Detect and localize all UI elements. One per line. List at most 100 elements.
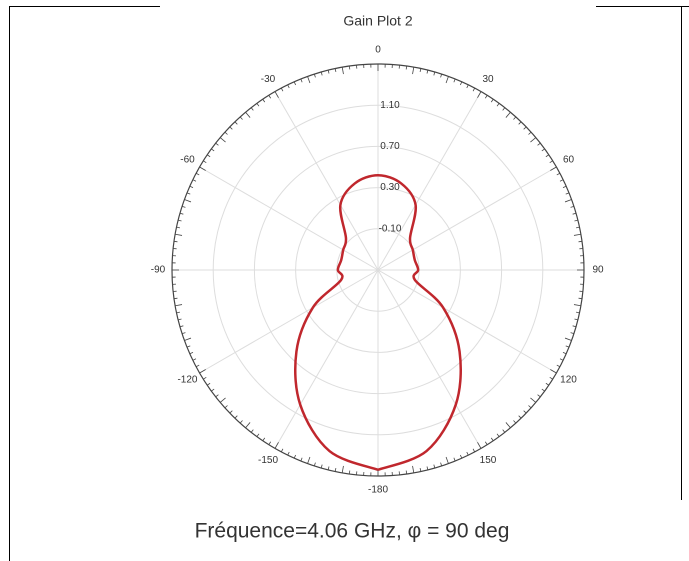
minor-tick: [433, 71, 436, 76]
minor-tick: [178, 318, 182, 321]
minor-tick: [300, 78, 303, 83]
minor-tick: [575, 226, 580, 229]
minor-tick: [229, 410, 233, 414]
minor-tick: [313, 462, 316, 467]
minor-tick: [274, 442, 279, 449]
minor-tick: [550, 166, 557, 171]
minor-tick: [199, 166, 206, 171]
minor-tick: [412, 465, 415, 473]
minor-tick: [206, 382, 211, 386]
polar-plot: 0 30 60 90 120 150 -180 -150 -120 -90 -60 -30 -0.10 0…: [151, 45, 604, 496]
minor-tick: [280, 448, 284, 453]
minor-tick: [262, 98, 266, 103]
theta-tick-label: 90: [592, 265, 604, 276]
minor-tick: [559, 358, 564, 361]
minor-tick: [472, 87, 476, 92]
minor-tick: [562, 185, 567, 189]
minor-tick: [530, 137, 537, 143]
minor-tick: [219, 137, 226, 143]
minor-tick: [199, 369, 206, 374]
minor-tick: [192, 179, 197, 182]
theta-tick-label: 30: [482, 74, 494, 85]
minor-tick: [224, 405, 228, 409]
grid-spoke: [199, 166, 379, 271]
minor-tick: [334, 68, 337, 73]
minor-tick: [195, 364, 200, 368]
minor-tick: [250, 107, 254, 111]
grid-spoke: [377, 91, 482, 271]
minor-tick: [496, 433, 500, 437]
minor-tick: [245, 111, 251, 118]
minor-tick: [518, 121, 522, 125]
minor-tick: [496, 103, 500, 107]
minor-tick: [549, 160, 553, 164]
theta-tick-label: -180: [368, 485, 388, 496]
minor-tick: [341, 465, 344, 473]
minor-tick: [419, 68, 422, 73]
minor-tick: [550, 369, 557, 374]
minor-tick: [537, 394, 541, 398]
caption: Fréquence=4.06 GHz, φ = 90 deg: [195, 520, 510, 543]
minor-tick: [426, 466, 429, 470]
minor-tick: [181, 205, 186, 208]
minor-tick: [250, 429, 254, 433]
minor-tick: [490, 437, 494, 442]
minor-tick: [313, 73, 316, 78]
minor-tick: [320, 71, 323, 76]
minor-tick: [565, 345, 570, 348]
minor-tick: [320, 464, 323, 469]
minor-tick: [564, 199, 572, 203]
minor-tick: [184, 337, 192, 341]
gain-curve: [294, 173, 462, 471]
minor-tick: [211, 148, 215, 152]
minor-tick: [245, 422, 251, 429]
minor-tick: [175, 304, 183, 307]
minor-tick: [523, 410, 527, 414]
minor-tick: [287, 84, 290, 89]
minor-tick: [327, 70, 330, 74]
minor-tick: [412, 67, 415, 75]
minor-tick: [573, 304, 581, 307]
minor-tick: [472, 448, 476, 453]
minor-tick: [513, 420, 517, 424]
minor-tick: [570, 332, 575, 335]
minor-tick: [176, 311, 181, 314]
minor-tick: [234, 415, 238, 419]
minor-tick: [229, 126, 233, 130]
minor-tick: [575, 311, 580, 314]
minor-tick: [184, 199, 192, 203]
minor-tick: [564, 337, 572, 341]
minor-tick: [513, 116, 517, 120]
r-tick-label: 0.30: [380, 182, 400, 193]
minor-tick: [445, 76, 449, 84]
minor-tick: [287, 451, 290, 456]
minor-tick: [300, 457, 303, 462]
grid-spoke: [377, 166, 557, 271]
minor-tick: [179, 212, 184, 215]
minor-tick: [545, 382, 550, 386]
r-tick-label: 0.70: [380, 141, 400, 152]
minor-tick: [537, 142, 541, 146]
minor-tick: [466, 451, 469, 456]
minor-tick: [565, 192, 570, 195]
minor-tick: [445, 456, 449, 464]
minor-tick: [556, 364, 561, 368]
minor-tick: [502, 107, 506, 111]
minor-tick: [327, 466, 330, 470]
minor-tick: [484, 441, 488, 445]
minor-tick: [518, 415, 522, 419]
minor-tick: [572, 325, 577, 328]
minor-tick: [239, 420, 243, 424]
minor-tick: [307, 456, 311, 464]
minor-tick: [570, 205, 575, 208]
minor-tick: [502, 429, 506, 433]
minor-tick: [195, 172, 200, 176]
minor-tick: [459, 454, 463, 459]
minor-tick: [211, 388, 215, 392]
minor-tick: [572, 212, 577, 215]
theta-tick-label: 150: [480, 455, 497, 466]
chart-title: Gain Plot 2: [343, 13, 412, 29]
minor-tick: [215, 394, 219, 398]
theta-tick-label: 60: [563, 155, 575, 166]
minor-tick: [268, 441, 272, 445]
